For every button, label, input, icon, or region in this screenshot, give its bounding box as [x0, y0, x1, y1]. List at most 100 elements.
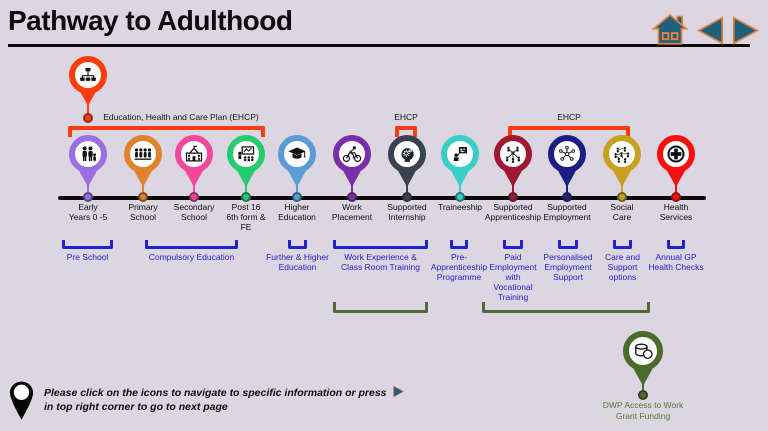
- pin-stem: [405, 184, 409, 194]
- medical-cross-icon: [666, 144, 686, 164]
- phase-bracket: [450, 240, 468, 249]
- phase-bracket: [558, 240, 578, 249]
- pin-dot: [241, 192, 251, 202]
- pin-stem: [674, 184, 678, 194]
- ehcp-bracket-label: EHCP: [394, 112, 418, 122]
- pin-stem: [192, 184, 196, 194]
- phase-bracket: [667, 240, 685, 249]
- pin-dwp-access-to-work[interactable]: [623, 331, 663, 371]
- pin-stem: [295, 184, 299, 194]
- pin-secondary-school[interactable]: [175, 135, 213, 173]
- pupils-icon: [133, 144, 153, 164]
- previous-page-button[interactable]: [695, 15, 726, 46]
- pin-dot: [402, 192, 412, 202]
- pin-dot: [347, 192, 357, 202]
- pin-dot: [617, 192, 627, 202]
- pin-early-years-0-5[interactable]: [69, 135, 107, 173]
- stage-label: Supported Internship: [387, 202, 427, 222]
- page-title: Pathway to Adulthood: [8, 5, 293, 36]
- group-bracket: [482, 302, 650, 313]
- pin-dot: [455, 192, 465, 202]
- pin-stem: [565, 184, 569, 194]
- pin-dot: [562, 192, 572, 202]
- title-underline: [8, 44, 750, 47]
- pin-dot: [83, 113, 93, 123]
- group-bracket: [333, 302, 428, 313]
- pin-stem: [620, 184, 624, 194]
- head-gears-icon: [397, 144, 417, 164]
- instruction-text: Please click on the icons to navigate to…: [44, 385, 406, 414]
- cyclist-icon: [342, 144, 362, 164]
- presenter-icon: [450, 144, 470, 164]
- phase-bracket-label: Pre- Apprenticeship Programme: [430, 252, 488, 283]
- apprentice-network-icon: [503, 144, 523, 164]
- phase-bracket-label: Pre School: [66, 252, 109, 262]
- phase-bracket: [288, 240, 307, 249]
- ehcp-bracket-label: Education, Health and Care Plan (EHCP): [103, 112, 259, 122]
- pin-health-services[interactable]: [657, 135, 695, 173]
- next-page-button[interactable]: [730, 15, 761, 46]
- stage-label: Higher Education: [278, 202, 316, 222]
- phase-bracket: [145, 240, 238, 249]
- pin-higher-education[interactable]: [278, 135, 316, 173]
- pin-dot: [638, 390, 648, 400]
- classroom-icon: [236, 144, 256, 164]
- pin-dot: [671, 192, 681, 202]
- pin-post-16-6th-form-fe[interactable]: [227, 135, 265, 173]
- stage-label: Traineeship: [437, 202, 483, 212]
- pin-tail: [632, 366, 654, 386]
- stage-label: Work Placement: [331, 202, 373, 222]
- pin-supported-apprenticeship[interactable]: [494, 135, 532, 173]
- phase-bracket-label: Annual GP Health Checks: [648, 252, 704, 273]
- phase-bracket-label: Work Experience & Class Room Training: [341, 252, 420, 273]
- pin-stem: [86, 103, 90, 114]
- school-building-icon: [184, 144, 204, 164]
- stage-label: Supported Apprenticeship: [484, 202, 542, 222]
- pin-stem: [244, 184, 248, 194]
- family-icon: [78, 144, 98, 164]
- stage-label: Social Care: [610, 202, 634, 222]
- ehcp-bracket-label: EHCP: [557, 112, 581, 122]
- map-pin-icon: [6, 380, 37, 422]
- pin-dot: [138, 192, 148, 202]
- stage-label: Early Years 0 -5: [68, 202, 108, 222]
- pin-work-placement[interactable]: [333, 135, 371, 173]
- next-arrow-icon: [730, 15, 761, 46]
- pin-dot: [508, 192, 518, 202]
- home-button[interactable]: [650, 12, 690, 46]
- pin-dot: [83, 192, 93, 202]
- instruction-line-2: in top right corner to go to next page: [44, 401, 228, 414]
- stage-label: Secondary School: [173, 202, 215, 222]
- pin-stem: [350, 184, 354, 194]
- community-icon: [612, 144, 632, 164]
- phase-bracket: [333, 240, 428, 249]
- instruction-line-1: Please click on the icons to navigate to…: [44, 387, 387, 399]
- pin-supported-employment[interactable]: [548, 135, 586, 173]
- org-chart-icon: [78, 65, 98, 85]
- ehcp-bracket: [508, 126, 630, 137]
- pin-social-care[interactable]: [603, 135, 641, 173]
- stage-label: Health Services: [659, 202, 693, 222]
- phase-bracket-label: Further & Higher Education: [266, 252, 329, 273]
- connections-icon: [557, 144, 577, 164]
- phase-bracket: [503, 240, 523, 249]
- pin-stem: [141, 184, 145, 194]
- pin-supported-internship[interactable]: [388, 135, 426, 173]
- coins-icon: [631, 339, 655, 363]
- ehcp-bracket: [395, 126, 417, 137]
- pin-traineeship[interactable]: [441, 135, 479, 173]
- phase-bracket: [62, 240, 113, 249]
- pin-stem: [86, 184, 90, 194]
- prev-arrow-icon: [695, 15, 726, 46]
- phase-bracket-label: Care and Support options: [605, 252, 640, 283]
- timeline-line: [58, 196, 706, 200]
- pin-primary-school[interactable]: [124, 135, 162, 173]
- ehcp-bracket: [68, 126, 265, 137]
- pin-stem: [641, 383, 645, 391]
- dwp-pin-label: DWP Access to Work Grant Funding: [602, 400, 684, 421]
- pin-ehcp-plan[interactable]: [69, 56, 107, 94]
- phase-bracket-label: Paid Employment with Vocational Training: [489, 252, 537, 303]
- pin-stem: [511, 184, 515, 194]
- phase-bracket-label: Compulsory Education: [148, 252, 235, 262]
